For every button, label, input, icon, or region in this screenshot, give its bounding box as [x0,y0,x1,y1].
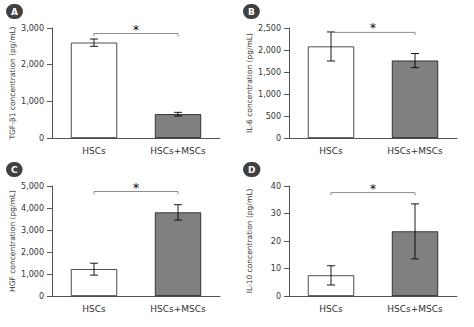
svg-text:HSCs: HSCs [319,304,343,314]
svg-text:IL-10 concentration (pg/mL): IL-10 concentration (pg/mL) [245,189,254,294]
svg-text:40: 40 [271,182,281,191]
svg-text:HSCs+MSCs: HSCs+MSCs [387,146,443,156]
svg-text:*: * [133,181,139,195]
svg-text:0: 0 [39,292,44,301]
svg-text:HSCs: HSCs [82,146,106,156]
svg-text:C: C [11,165,18,175]
svg-text:0: 0 [276,134,281,143]
svg-text:*: * [370,182,376,196]
svg-text:HSCs+MSCs: HSCs+MSCs [387,304,443,314]
svg-text:3,000: 3,000 [21,226,44,235]
svg-text:10: 10 [271,264,281,273]
svg-text:0: 0 [39,134,44,143]
svg-text:IL-6 concentration (pg/mL): IL-6 concentration (pg/mL) [245,33,254,133]
svg-text:HSCs+MSCs: HSCs+MSCs [150,304,206,314]
svg-text:HSCs: HSCs [82,304,106,314]
svg-text:HGF concentration (pg/mL): HGF concentration (pg/mL) [8,190,17,292]
svg-text:2,500: 2,500 [258,24,281,33]
svg-text:*: * [133,23,139,37]
svg-text:30: 30 [271,209,281,218]
svg-text:2,000: 2,000 [21,60,44,69]
svg-text:1,000: 1,000 [258,90,281,99]
svg-text:4,000: 4,000 [21,204,44,213]
svg-text:A: A [11,7,18,17]
svg-text:20: 20 [271,237,281,246]
svg-text:TGF-β1 concentration (pg/mL): TGF-β1 concentration (pg/mL) [8,26,17,140]
svg-text:D: D [248,165,255,175]
svg-text:2,000: 2,000 [21,248,44,257]
svg-text:1,500: 1,500 [258,68,281,77]
svg-text:3,000: 3,000 [21,24,44,33]
svg-text:*: * [370,21,376,35]
svg-text:1,000: 1,000 [21,97,44,106]
svg-text:5,000: 5,000 [21,182,44,191]
svg-text:0: 0 [276,292,281,301]
svg-text:500: 500 [266,112,281,121]
svg-text:HSCs+MSCs: HSCs+MSCs [150,146,206,156]
svg-text:2,000: 2,000 [258,46,281,55]
svg-text:B: B [248,7,255,17]
svg-text:HSCs: HSCs [319,146,343,156]
svg-text:1,000: 1,000 [21,270,44,279]
